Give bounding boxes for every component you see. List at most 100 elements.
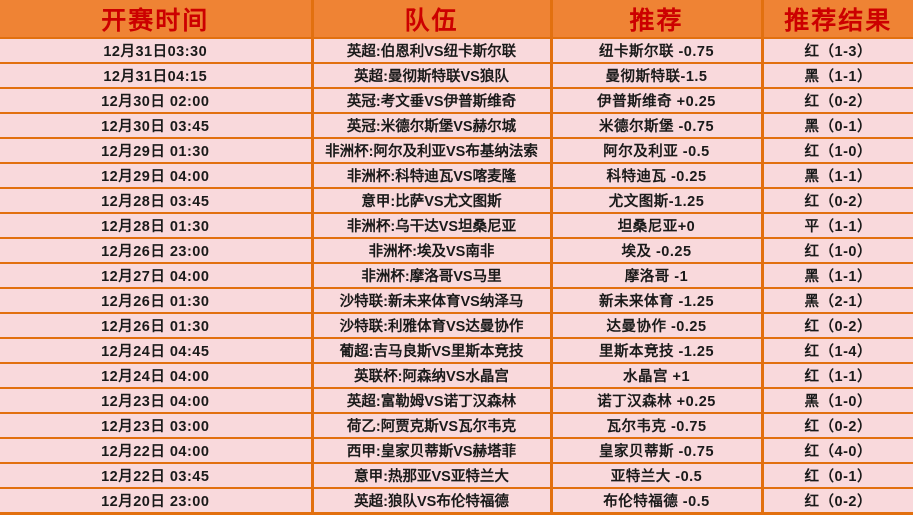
table-row[interactable]: 12月23日 03:00 荷乙:阿贾克斯VS瓦尔韦克 瓦尔韦克 -0.75 红（0-2… <box>0 413 913 439</box>
match-teams-cell: 英冠:考文垂VS伊普斯维奇 <box>312 88 553 114</box>
match-teams-cell: 英超:伯恩利VS纽卡斯尔联 <box>312 38 553 64</box>
table-row[interactable]: 12月29日 01:30 非洲杯:阿尔及利亚VS布基纳法索 阿尔及利亚 -0.5 红（… <box>0 138 913 164</box>
header-row: 开赛时间 队伍 推荐 推荐结果 <box>0 0 913 38</box>
recommendation-result-cell: 黑（1-1） <box>762 263 913 289</box>
recommendation-result-cell: 红（0-2） <box>762 188 913 214</box>
match-teams-cell: 西甲:皇家贝蒂斯VS赫塔菲 <box>312 438 553 464</box>
match-teams-cell: 沙特联:利雅体育VS达曼协作 <box>312 313 553 339</box>
recommendation-result-cell: 红（0-2） <box>762 413 913 439</box>
match-time-cell: 12月26日 01:30 <box>0 313 314 339</box>
recommendation-result-cell: 红（1-3） <box>762 38 913 64</box>
match-time-cell: 12月29日 01:30 <box>0 138 314 164</box>
match-time-cell: 12月27日 04:00 <box>0 263 314 289</box>
table-row[interactable]: 12月30日 02:00 英冠:考文垂VS伊普斯维奇 伊普斯维奇 +0.25 红（0-… <box>0 88 913 114</box>
match-time-cell: 12月31日04:15 <box>0 63 314 89</box>
match-teams-cell: 荷乙:阿贾克斯VS瓦尔韦克 <box>312 413 553 439</box>
recommendation-cell: 米德尔斯堡 -0.75 <box>551 113 764 139</box>
match-time-cell: 12月26日 23:00 <box>0 238 314 264</box>
recommendation-result-cell: 红（0-1） <box>762 463 913 489</box>
recommendation-result-cell: 红（1-0） <box>762 238 913 264</box>
table-row[interactable]: 12月22日 03:45 意甲:热那亚VS亚特兰大 亚特兰大 -0.5 红（0-1） <box>0 463 913 489</box>
match-time-cell: 12月30日 02:00 <box>0 88 314 114</box>
recommendation-cell: 埃及 -0.25 <box>551 238 764 264</box>
match-time-cell: 12月28日 01:30 <box>0 213 314 239</box>
recommendation-cell: 伊普斯维奇 +0.25 <box>551 88 764 114</box>
table-row[interactable]: 12月24日 04:45 葡超:吉马良斯VS里斯本竞技 里斯本竞技 -1.25 红（1… <box>0 338 913 364</box>
match-teams-cell: 英超:曼彻斯特联VS狼队 <box>312 63 553 89</box>
table-header: 开赛时间 队伍 推荐 推荐结果 <box>0 0 913 38</box>
recommendation-result-cell: 平（1-1） <box>762 213 913 239</box>
table-row[interactable]: 12月31日03:30 英超:伯恩利VS纽卡斯尔联 纽卡斯尔联 -0.75 红（1-3… <box>0 38 913 64</box>
recommendation-cell: 里斯本竞技 -1.25 <box>551 338 764 364</box>
match-teams-cell: 非洲杯:阿尔及利亚VS布基纳法索 <box>312 138 553 164</box>
match-teams-cell: 意甲:比萨VS尤文图斯 <box>312 188 553 214</box>
recommendation-result-cell: 红（0-2） <box>762 313 913 339</box>
match-teams-cell: 非洲杯:科特迪瓦VS喀麦隆 <box>312 163 553 189</box>
match-time-cell: 12月22日 04:00 <box>0 438 314 464</box>
recommendation-cell: 摩洛哥 -1 <box>551 263 764 289</box>
table-row[interactable]: 12月26日 01:30 沙特联:新未来体育VS纳泽马 新未来体育 -1.25 黑（2… <box>0 288 913 314</box>
match-time-cell: 12月24日 04:00 <box>0 363 314 389</box>
match-teams-cell: 英冠:米德尔斯堡VS赫尔城 <box>312 113 553 139</box>
recommendation-result-cell: 红（1-0） <box>762 138 913 164</box>
recommendation-result-cell: 红（0-2） <box>762 88 913 114</box>
recommendation-result-cell: 黑（0-1） <box>762 113 913 139</box>
table-row[interactable]: 12月28日 01:30 非洲杯:乌干达VS坦桑尼亚 坦桑尼亚+0 平（1-1） <box>0 213 913 239</box>
recommendation-cell: 亚特兰大 -0.5 <box>551 463 764 489</box>
column-header-teams: 队伍 <box>312 0 553 38</box>
recommendation-cell: 阿尔及利亚 -0.5 <box>551 138 764 164</box>
table-row[interactable]: 12月26日 01:30 沙特联:利雅体育VS达曼协作 达曼协作 -0.25 红（0-… <box>0 313 913 339</box>
recommendation-result-cell: 黑（1-0） <box>762 388 913 414</box>
table-row[interactable]: 12月27日 04:00 非洲杯:摩洛哥VS马里 摩洛哥 -1 黑（1-1） <box>0 263 913 289</box>
match-time-cell: 12月28日 03:45 <box>0 188 314 214</box>
table-row[interactable]: 12月22日 04:00 西甲:皇家贝蒂斯VS赫塔菲 皇家贝蒂斯 -0.75 红（4-… <box>0 438 913 464</box>
recommendation-cell: 纽卡斯尔联 -0.75 <box>551 38 764 64</box>
recommendation-result-cell: 红（0-2） <box>762 488 913 515</box>
recommendation-cell: 科特迪瓦 -0.25 <box>551 163 764 189</box>
match-teams-cell: 葡超:吉马良斯VS里斯本竞技 <box>312 338 553 364</box>
match-time-cell: 12月22日 03:45 <box>0 463 314 489</box>
recommendation-result-cell: 黑（2-1） <box>762 288 913 314</box>
recommendation-cell: 坦桑尼亚+0 <box>551 213 764 239</box>
match-time-cell: 12月20日 23:00 <box>0 488 314 515</box>
match-teams-cell: 英联杯:阿森纳VS水晶宫 <box>312 363 553 389</box>
table-row[interactable]: 12月31日04:15 英超:曼彻斯特联VS狼队 曼彻斯特联-1.5 黑（1-1） <box>0 63 913 89</box>
recommendation-cell: 皇家贝蒂斯 -0.75 <box>551 438 764 464</box>
table-row[interactable]: 12月29日 04:00 非洲杯:科特迪瓦VS喀麦隆 科特迪瓦 -0.25 黑（1-1… <box>0 163 913 189</box>
table-row[interactable]: 12月28日 03:45 意甲:比萨VS尤文图斯 尤文图斯-1.25 红（0-2） <box>0 188 913 214</box>
match-teams-cell: 沙特联:新未来体育VS纳泽马 <box>312 288 553 314</box>
recommendation-result-cell: 黑（1-1） <box>762 63 913 89</box>
recommendation-cell: 曼彻斯特联-1.5 <box>551 63 764 89</box>
table-row[interactable]: 12月20日 23:00 英超:狼队VS布伦特福德 布伦特福德 -0.5 红（0-2） <box>0 488 913 515</box>
match-teams-cell: 非洲杯:乌干达VS坦桑尼亚 <box>312 213 553 239</box>
table-row[interactable]: 12月24日 04:00 英联杯:阿森纳VS水晶宫 水晶宫 +1 红（1-1） <box>0 363 913 389</box>
match-time-cell: 12月26日 01:30 <box>0 288 314 314</box>
table-row[interactable]: 12月26日 23:00 非洲杯:埃及VS南非 埃及 -0.25 红（1-0） <box>0 238 913 264</box>
match-time-cell: 12月23日 04:00 <box>0 388 314 414</box>
table-row[interactable]: 12月23日 04:00 英超:富勒姆VS诺丁汉森林 诺丁汉森林 +0.25 黑（1-… <box>0 388 913 414</box>
match-time-cell: 12月30日 03:45 <box>0 113 314 139</box>
match-teams-cell: 英超:富勒姆VS诺丁汉森林 <box>312 388 553 414</box>
recommendation-result-cell: 黑（1-1） <box>762 163 913 189</box>
match-time-cell: 12月23日 03:00 <box>0 413 314 439</box>
table-body: 12月31日03:30 英超:伯恩利VS纽卡斯尔联 纽卡斯尔联 -0.75 红（1-3… <box>0 38 913 515</box>
recommendation-cell: 瓦尔韦克 -0.75 <box>551 413 764 439</box>
match-time-cell: 12月31日03:30 <box>0 38 314 64</box>
recommendation-cell: 尤文图斯-1.25 <box>551 188 764 214</box>
column-header-time: 开赛时间 <box>0 0 314 38</box>
match-teams-cell: 意甲:热那亚VS亚特兰大 <box>312 463 553 489</box>
recommendation-result-cell: 红（1-1） <box>762 363 913 389</box>
recommendation-result-cell: 红（4-0） <box>762 438 913 464</box>
recommendation-result-cell: 红（1-4） <box>762 338 913 364</box>
match-teams-cell: 非洲杯:摩洛哥VS马里 <box>312 263 553 289</box>
match-time-cell: 12月29日 04:00 <box>0 163 314 189</box>
match-teams-cell: 非洲杯:埃及VS南非 <box>312 238 553 264</box>
recommendation-cell: 布伦特福德 -0.5 <box>551 488 764 515</box>
match-teams-cell: 英超:狼队VS布伦特福德 <box>312 488 553 515</box>
match-time-cell: 12月24日 04:45 <box>0 338 314 364</box>
column-header-result: 推荐结果 <box>762 0 913 38</box>
recommendation-cell: 新未来体育 -1.25 <box>551 288 764 314</box>
table-row[interactable]: 12月30日 03:45 英冠:米德尔斯堡VS赫尔城 米德尔斯堡 -0.75 黑（0-… <box>0 113 913 139</box>
recommendation-cell: 达曼协作 -0.25 <box>551 313 764 339</box>
